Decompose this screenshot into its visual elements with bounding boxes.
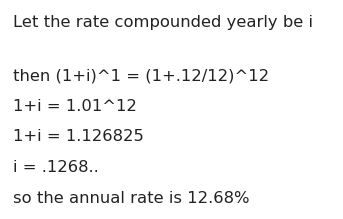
Text: i = .1268..: i = .1268..: [13, 160, 99, 175]
Text: then (1+i)^1 = (1+.12/12)^12: then (1+i)^1 = (1+.12/12)^12: [13, 68, 269, 83]
Text: 1+i = 1.01^12: 1+i = 1.01^12: [13, 99, 137, 114]
Text: so the annual rate is 12.68%: so the annual rate is 12.68%: [13, 191, 250, 206]
Text: 1+i = 1.126825: 1+i = 1.126825: [13, 129, 144, 144]
Text: Let the rate compounded yearly be i: Let the rate compounded yearly be i: [13, 16, 313, 30]
